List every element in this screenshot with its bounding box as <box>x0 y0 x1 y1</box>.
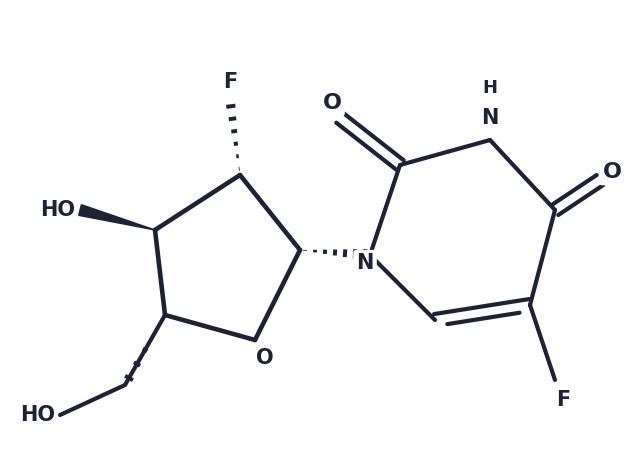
Text: F: F <box>223 72 237 92</box>
Text: O: O <box>323 93 342 113</box>
Text: O: O <box>256 348 274 368</box>
Text: H: H <box>483 79 497 97</box>
Text: HO: HO <box>40 200 75 220</box>
Text: O: O <box>602 162 621 182</box>
Polygon shape <box>79 205 155 230</box>
Text: N: N <box>356 253 374 273</box>
Text: HO: HO <box>20 405 55 425</box>
Text: N: N <box>481 108 499 128</box>
Text: F: F <box>556 390 570 410</box>
